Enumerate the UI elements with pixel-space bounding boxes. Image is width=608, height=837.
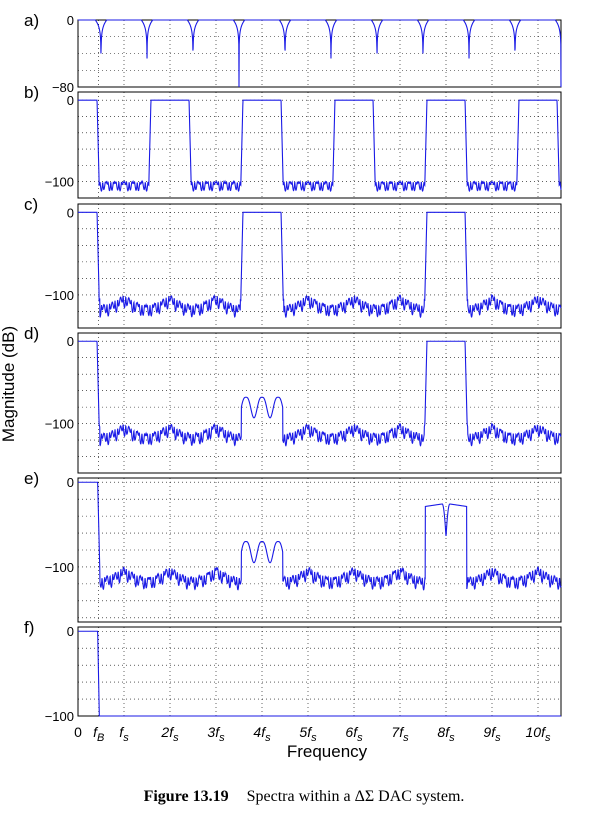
panel-letter-labels: a) b) c) d) e) f) (24, 11, 39, 637)
spectrum-curve (78, 211, 562, 319)
y-tick-label: −100 (45, 175, 74, 190)
panel-frame (77, 626, 562, 717)
spectrum-curve (78, 19, 562, 88)
x-tick-label: 3fs (207, 724, 225, 744)
panel-label: c) (24, 195, 38, 214)
x-tick-label: 5fs (299, 724, 317, 744)
x-tick-label: 7fs (391, 724, 409, 744)
panel-frame (77, 91, 562, 199)
y-tick-label: 0 (67, 205, 74, 220)
y-tick-label: 0 (67, 624, 74, 639)
x-tick-label: 8fs (437, 724, 455, 744)
spectrum-curve (78, 481, 562, 591)
x-tick-label: fB (93, 724, 104, 744)
y-tick-label: 0 (67, 334, 74, 349)
spectrum-curve (78, 340, 562, 447)
x-axis-label: Frequency (287, 742, 368, 761)
y-tick-label: −100 (45, 288, 74, 303)
x-tick-label: 4fs (253, 724, 271, 744)
panel-frame (77, 332, 562, 474)
y-tick-label: −100 (45, 709, 74, 724)
y-axis-label: Magnitude (dB) (0, 326, 18, 442)
y-tick-label: 0 (67, 93, 74, 108)
x-tick-label: 0 (74, 724, 82, 740)
x-tick-label: 6fs (345, 724, 363, 744)
x-tick-labels: 0 fB fs 2fs 3fs 4fs 5fs 6fs 7fs 8fs 9fs 10fs (74, 724, 551, 744)
caption-text: Spectra within a ΔΣ DAC system. (246, 788, 465, 805)
spectrum-curve (78, 630, 561, 717)
panel-label: d) (24, 324, 39, 343)
spectrum-curves (78, 19, 562, 717)
y-tick-label: −100 (45, 560, 74, 575)
x-tick-label: fs (119, 724, 129, 744)
x-tick-label: 2fs (160, 724, 179, 744)
figure-caption: Figure 13.19 Spectra within a ΔΣ DAC sys… (0, 788, 608, 806)
y-tick-label: −80 (52, 80, 74, 95)
y-tick-label: −100 (45, 417, 74, 432)
y-tick-label: 0 (67, 475, 74, 490)
panel-label: a) (24, 11, 39, 30)
panel-label: f) (24, 618, 34, 637)
panel-frame (77, 203, 562, 329)
panel-label: e) (24, 469, 39, 488)
panel-label: b) (24, 83, 39, 102)
caption-label: Figure 13.19 (143, 788, 229, 805)
y-tick-label: 0 (67, 13, 74, 28)
x-tick-label: 9fs (483, 724, 501, 744)
spectrum-curve (78, 99, 562, 192)
x-tick-label: 10fs (526, 724, 551, 744)
